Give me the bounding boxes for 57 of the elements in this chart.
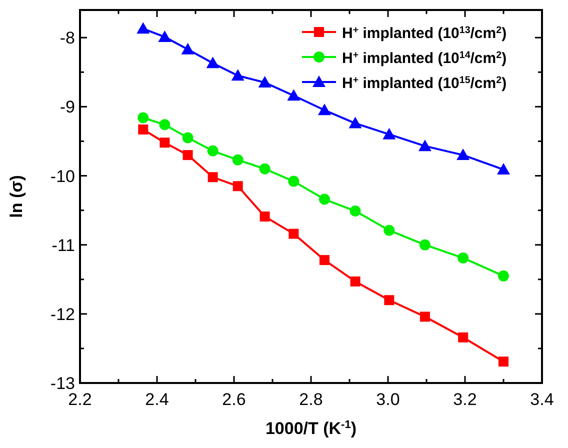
point [456, 148, 470, 160]
y-tick-label: -8 [60, 28, 75, 48]
point [350, 276, 360, 286]
point [182, 132, 194, 144]
y-tick-label: -9 [60, 98, 75, 117]
point [318, 194, 330, 205]
point [231, 69, 244, 81]
point [420, 312, 430, 322]
point [160, 138, 170, 148]
point [232, 181, 243, 192]
x-tick-label: 2.8 [299, 390, 323, 409]
point [258, 76, 272, 88]
x-axis-title: 1000/T (K$^{-1}$) [265, 419, 357, 438]
point [498, 356, 508, 367]
point [287, 89, 300, 101]
point [260, 212, 270, 222]
y-tick-label: -12 [50, 304, 75, 324]
point [138, 112, 149, 124]
point [159, 119, 170, 130]
point [232, 154, 244, 166]
point [458, 332, 468, 342]
legend-label: H$^{+}$ implanted (10$^{15}$/cm$^{2}$) [342, 74, 507, 92]
y-axis-title: ln (σ) [7, 175, 26, 218]
x-tick-label: 3.4 [530, 390, 554, 409]
x-tick-label: 2.2 [68, 390, 92, 409]
point [319, 255, 330, 266]
point [348, 116, 362, 128]
point [419, 239, 430, 250]
point [288, 228, 299, 239]
x-tick-label: 3.2 [453, 390, 477, 409]
point [138, 124, 148, 134]
point [208, 172, 218, 182]
legend-label: H$^{+}$ implanted (10$^{14}$/cm$^{2}$) [342, 50, 507, 67]
point [136, 22, 150, 34]
point [158, 30, 172, 42]
point [418, 140, 432, 152]
point [288, 176, 300, 187]
point [498, 270, 509, 282]
point [182, 150, 193, 160]
y-tick-label: -11 [52, 236, 75, 255]
point [382, 128, 396, 140]
x-tick-label: 2.4 [145, 390, 169, 409]
point [207, 145, 218, 156]
x-tick-label: 2.6 [222, 390, 246, 409]
legend-label: H$^{+}$ implanted (10$^{13}$/cm$^{2}$) [342, 24, 507, 42]
point [497, 163, 510, 175]
y-tick-label: -10 [50, 166, 75, 186]
point [384, 224, 395, 236]
point [458, 252, 469, 264]
point [384, 295, 394, 306]
x-tick-label: 3.0 [376, 390, 400, 409]
y-tick-label: -13 [50, 374, 75, 393]
point [350, 206, 361, 217]
point [206, 56, 220, 68]
point [318, 104, 331, 116]
point [181, 42, 194, 54]
point [259, 163, 270, 174]
